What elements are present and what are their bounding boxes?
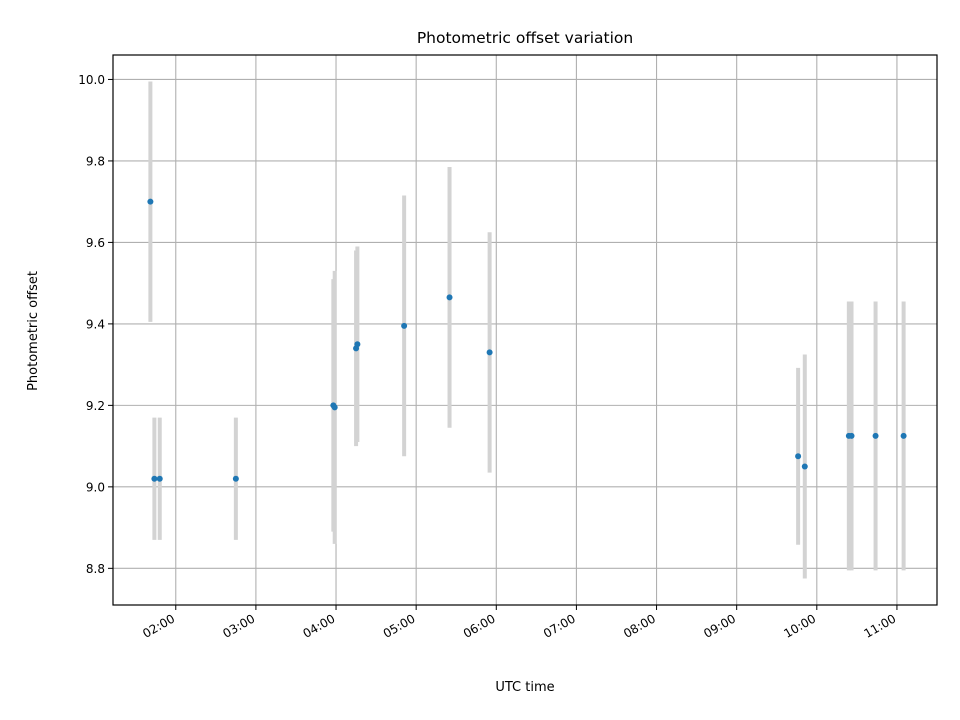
data-point	[401, 322, 408, 329]
y-tick-label: 8.8	[86, 562, 105, 576]
y-tick-label: 9.4	[86, 317, 105, 331]
data-point	[331, 404, 338, 411]
chart-title: Photometric offset variation	[417, 29, 633, 47]
y-tick-label: 9.6	[86, 236, 105, 250]
x-axis-label: UTC time	[495, 680, 554, 695]
data-point	[848, 432, 855, 439]
data-point	[232, 475, 239, 482]
y-axis-ticks: 8.8 9.0 9.2 9.4 9.6 9.8 10.0	[78, 73, 113, 576]
y-tick-label: 9.0	[86, 480, 105, 494]
data-point	[795, 453, 802, 460]
data-points	[147, 198, 907, 482]
y-tick-label: 9.8	[86, 154, 105, 168]
plot-frame	[112, 54, 938, 606]
data-point	[900, 432, 907, 439]
data-point	[354, 341, 361, 348]
data-point	[151, 475, 158, 482]
y-tick-label: 9.2	[86, 399, 105, 413]
data-point	[872, 432, 879, 439]
data-point	[801, 463, 808, 470]
y-axis-label: Photometric offset	[26, 271, 41, 391]
data-point	[446, 294, 453, 301]
data-point	[156, 475, 163, 482]
y-tick-label: 10.0	[78, 73, 105, 87]
data-point	[147, 198, 154, 205]
data-point	[486, 349, 493, 356]
